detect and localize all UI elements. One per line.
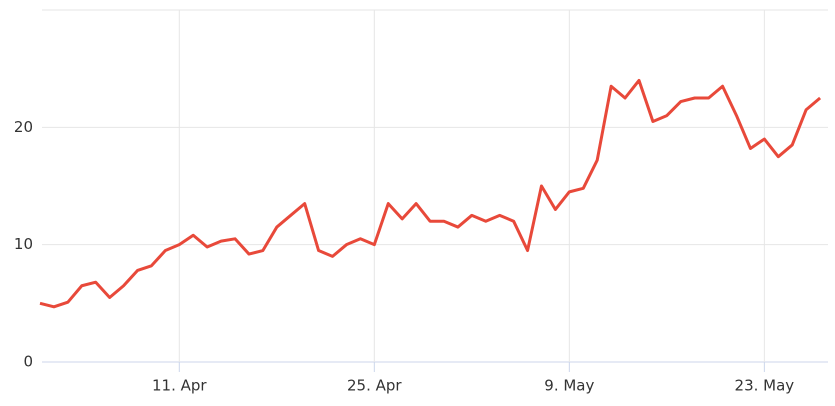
y-tick-label: 0	[23, 353, 33, 371]
x-tick-label: 9. May	[544, 377, 594, 395]
x-tick-label: 11. Apr	[152, 377, 207, 395]
data-line	[39, 78, 822, 309]
y-tick-label: 10	[14, 235, 33, 253]
x-tick-label: 25. Apr	[347, 377, 402, 395]
y-tick-label: 20	[14, 118, 33, 136]
x-tick-label: 23. May	[735, 377, 795, 395]
